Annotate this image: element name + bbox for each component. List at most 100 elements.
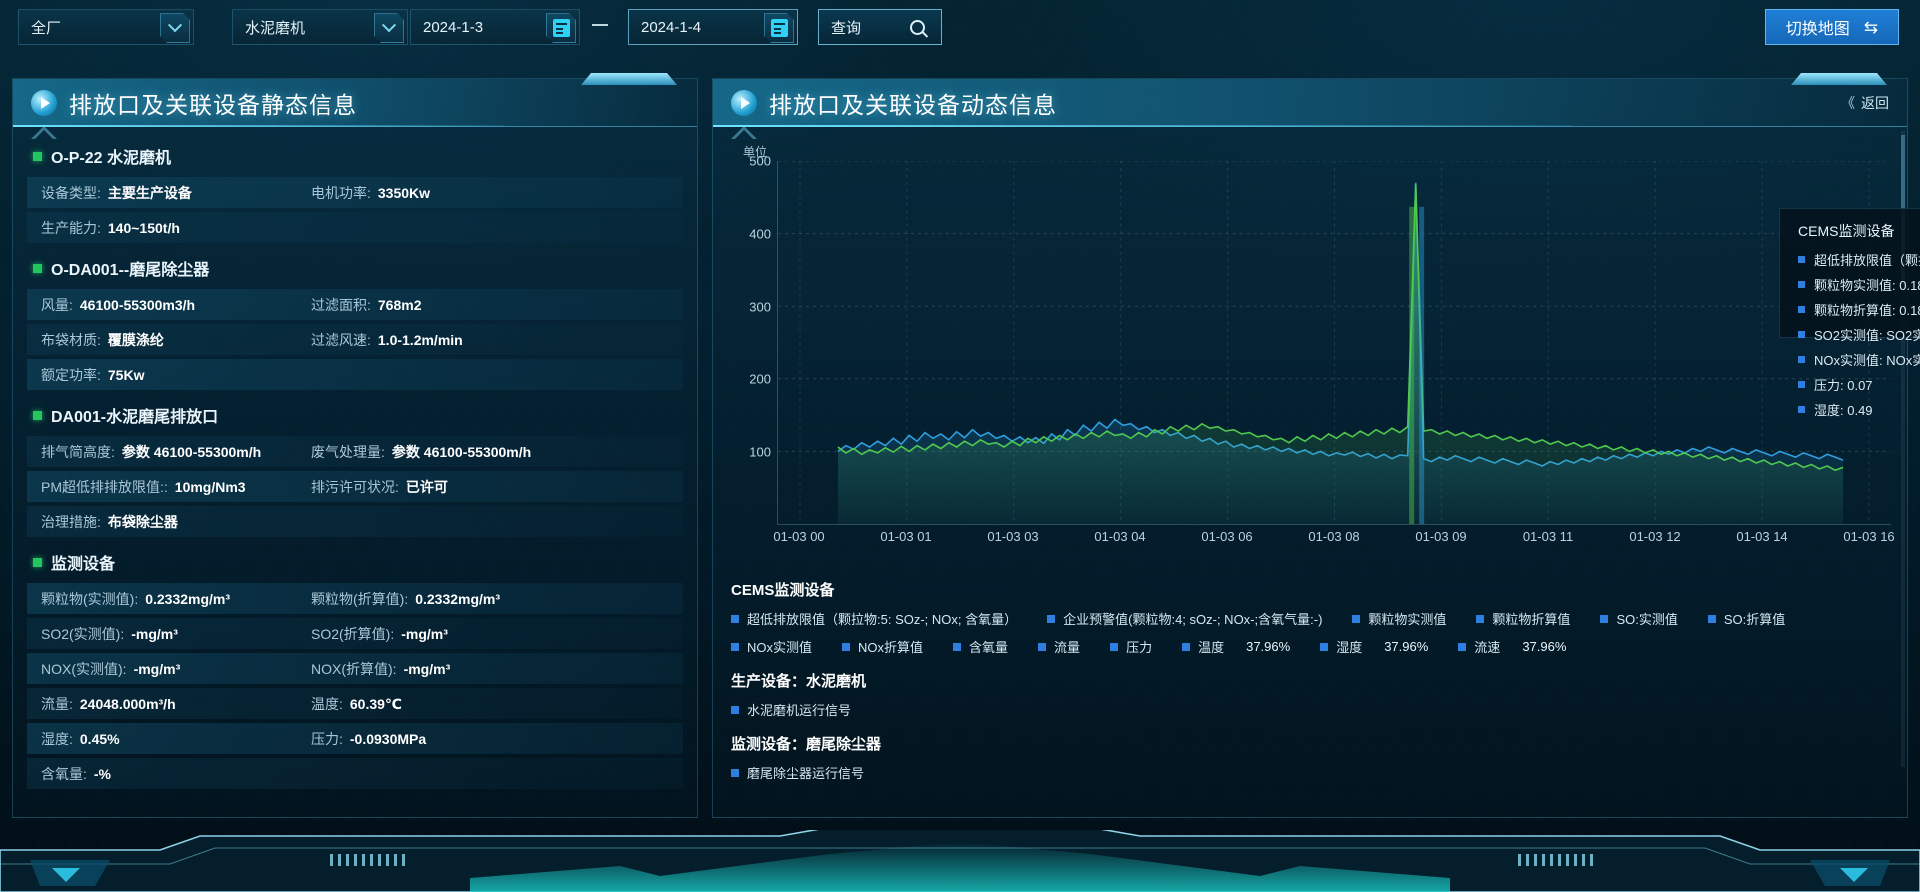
legend-item[interactable]: 压力	[1110, 637, 1152, 656]
legend-section-title: 监测设备：磨尾除尘器	[731, 736, 882, 753]
chart-x-tick: 01-03 14	[1736, 529, 1788, 544]
chevron-down-icon[interactable]	[160, 13, 190, 43]
chart-y-tick: 100	[749, 444, 771, 460]
legend-item[interactable]: 流量	[1038, 637, 1080, 656]
legend-item[interactable]: 湿度 37.96%	[1320, 637, 1428, 656]
legend-item-value: 37.96%	[1384, 639, 1429, 654]
legend-item[interactable]: 温度 37.96%	[1182, 637, 1290, 656]
static-info-row: 颗粒物(实测值): 0.2332mg/m³ 颗粒物(折算值): 0.2332mg/m³	[27, 583, 683, 614]
field-value: -mg/m³	[403, 660, 451, 677]
legend-item[interactable]: SO:实测值	[1600, 609, 1678, 628]
chart-y-tick: 400	[749, 226, 771, 242]
tooltip-item: NOx实测值: NOx实测值:	[1798, 347, 1920, 372]
legend-item-label: NOx折算值	[858, 640, 924, 655]
static-info-cell: 过滤风速: 1.0-1.2m/min	[311, 330, 463, 350]
field-value: 布袋除尘器	[107, 513, 178, 530]
static-info-cell: NOX(实测值): -mg/m³	[41, 659, 311, 679]
legend-item-label: 含氧量	[969, 640, 1009, 655]
legend-marker-icon	[731, 642, 739, 651]
field-label: 颗粒物(折算值):	[311, 590, 409, 607]
header-corner-decor	[1791, 73, 1887, 85]
field-label: 排污许可状况:	[311, 478, 399, 495]
calendar-icon[interactable]	[546, 13, 576, 43]
legend-marker-icon	[1047, 614, 1056, 623]
legend-item[interactable]: NOx实测值	[731, 637, 812, 656]
static-info-row: 风量: 46100-55300m3/h 过滤面积: 768m2	[27, 289, 683, 320]
date-start-value: 2024-1-3	[423, 18, 484, 36]
field-label: 颗粒物(实测值):	[41, 590, 139, 607]
field-label: SO2(实测值):	[41, 625, 125, 642]
static-info-cell: 颗粒物(实测值): 0.2332mg/m³	[41, 589, 311, 609]
query-button[interactable]: 查询	[818, 9, 942, 45]
field-label: 电机功率:	[311, 184, 371, 201]
chart-y-tick: 200	[749, 371, 771, 387]
static-group-header: O-DA001--磨尾除尘器	[27, 247, 683, 289]
legend-marker-icon	[1798, 331, 1805, 338]
static-info-header: 排放口及关联设备静态信息	[13, 73, 697, 139]
chart-x-tick: 01-03 16	[1843, 529, 1895, 544]
device-select[interactable]: 水泥磨机	[232, 9, 408, 45]
legend-item[interactable]: 超低排放限值（颗拉物:5: SOz-; NOx; 含氧量）	[731, 609, 1017, 628]
status-dot-icon	[33, 151, 42, 161]
field-label: NOX(实测值):	[41, 660, 127, 677]
plant-select-value: 全厂	[31, 19, 62, 37]
static-info-row: 设备类型: 主要生产设备 电机功率: 3350Kw	[27, 177, 683, 208]
static-info-body: O-P-22 水泥磨机 设备类型: 主要生产设备 电机功率: 3350Kw 生产能力: 14…	[13, 127, 697, 817]
status-dot-icon	[33, 557, 42, 567]
legend-item[interactable]: 含氧量	[953, 637, 1008, 656]
static-info-row: 湿度: 0.45% 压力: -0.0930MPa	[27, 723, 683, 754]
static-group-label: DA001-水泥磨尾排放口	[51, 409, 219, 426]
swap-icon: ⇆	[1863, 17, 1878, 37]
chart-plot-area[interactable]	[777, 161, 1891, 525]
chevron-down-icon[interactable]	[374, 13, 404, 43]
static-info-cell: 颗粒物(折算值): 0.2332mg/m³	[311, 589, 500, 609]
dynamic-info-panel: 排放口及关联设备动态信息 《 返回 单位 100 200 300 400 500 01-…	[712, 73, 1920, 818]
tooltip-item-label: 压力: 0.07	[1814, 378, 1873, 393]
static-group-header: O-P-22 水泥磨机	[27, 135, 683, 177]
legend-item[interactable]: 流速 37.96%	[1458, 637, 1566, 656]
static-info-cell: 流量: 24048.000m³/h	[41, 694, 311, 714]
field-value: 24048.000m³/h	[79, 695, 176, 712]
plant-select[interactable]: 全厂	[18, 9, 194, 45]
legend-marker-icon	[731, 705, 739, 714]
static-info-row: 含氧量: -%	[27, 758, 683, 789]
field-label: 过滤风速:	[311, 331, 371, 348]
back-button[interactable]: 《 返回	[1841, 93, 1889, 113]
date-start-input[interactable]: 2024-1-3	[410, 9, 580, 45]
legend-marker-icon	[1458, 642, 1467, 651]
legend-item[interactable]: NOx折算值	[842, 637, 923, 656]
legend-marker-icon	[731, 614, 739, 623]
play-circle-icon	[31, 89, 57, 116]
map-toggle-button[interactable]: 切换地图 ⇆	[1764, 9, 1899, 45]
chart-unit-label: 单位	[743, 145, 768, 159]
field-value: 1.0-1.2m/min	[377, 331, 463, 348]
legend-item[interactable]: 颗粒物实测值	[1352, 609, 1446, 628]
legend-item-label: 颗粒物折算值	[1492, 612, 1571, 627]
static-group-label: 监测设备	[51, 556, 116, 573]
legend-item[interactable]: 颗粒物折算值	[1476, 609, 1570, 628]
static-info-cell: SO2(折算值): -mg/m³	[311, 624, 448, 644]
tooltip-cems-list: 超低排放限值（颗拉物:5: SOz-; NOx; 含氧量）:100% 颗粒物实测值…	[1798, 247, 1920, 422]
field-label: 压力:	[311, 730, 343, 747]
legend-item[interactable]: 水泥磨机运行信号	[731, 700, 851, 719]
static-info-cell: 电机功率: 3350Kw	[311, 183, 430, 203]
legend-item[interactable]: SO:折算值	[1707, 609, 1785, 628]
emission-trend-chart: 100 200 300 400 500 01-03 00 01-03 01 01-03 03…	[731, 154, 1895, 561]
static-info-cell: 压力: -0.0930MPa	[311, 729, 426, 749]
panel-scrollbar-track[interactable]	[1901, 131, 1905, 767]
legend-item[interactable]: 磨尾除尘器运行信号	[731, 763, 864, 782]
static-info-title: 排放口及关联设备静态信息	[69, 91, 357, 118]
field-label: 风量:	[41, 296, 73, 313]
tooltip-item-label: 颗粒物折算值: 0.1835	[1814, 303, 1920, 318]
field-label: 生产能力:	[41, 219, 101, 236]
field-value: 768m2	[377, 296, 422, 313]
field-label: 设备类型:	[41, 184, 101, 201]
tooltip-item: 压力: 0.07	[1798, 372, 1920, 397]
legend-item-label: 流量	[1054, 640, 1081, 655]
date-end-input[interactable]: 2024-1-4	[628, 9, 798, 45]
status-dot-icon	[33, 410, 42, 420]
legend-item[interactable]: 企业预警值(颗粒物:4; sOz-; NOx-;含氧气量:-)	[1047, 609, 1322, 628]
static-info-cell: 设备类型: 主要生产设备	[41, 183, 311, 203]
legend-marker-icon	[1352, 614, 1361, 623]
calendar-icon[interactable]	[764, 13, 794, 43]
